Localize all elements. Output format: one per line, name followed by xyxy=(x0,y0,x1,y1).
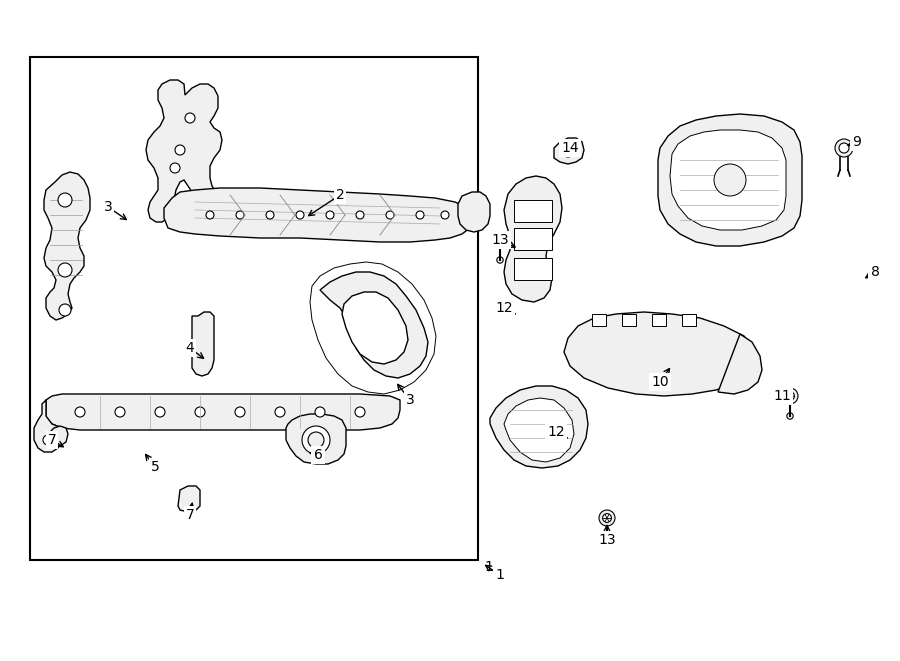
Polygon shape xyxy=(554,138,584,164)
Polygon shape xyxy=(34,400,62,452)
Text: 9: 9 xyxy=(852,135,861,149)
Text: 3: 3 xyxy=(406,393,414,407)
Text: 1: 1 xyxy=(496,568,504,582)
Circle shape xyxy=(835,139,853,157)
Circle shape xyxy=(302,426,330,454)
Circle shape xyxy=(786,391,795,401)
Polygon shape xyxy=(458,192,490,232)
Polygon shape xyxy=(164,188,472,242)
Bar xyxy=(514,258,552,280)
Polygon shape xyxy=(46,394,400,430)
Bar xyxy=(652,314,666,326)
Circle shape xyxy=(43,435,53,445)
Circle shape xyxy=(75,407,85,417)
Circle shape xyxy=(497,257,503,263)
Circle shape xyxy=(839,143,849,153)
Circle shape xyxy=(296,211,304,219)
Text: 13: 13 xyxy=(598,533,616,547)
Circle shape xyxy=(599,510,615,526)
Text: 13: 13 xyxy=(491,233,508,247)
Polygon shape xyxy=(504,176,562,302)
Circle shape xyxy=(416,211,424,219)
Circle shape xyxy=(236,211,244,219)
Text: 7: 7 xyxy=(185,508,194,522)
Text: 5: 5 xyxy=(150,460,159,474)
Circle shape xyxy=(308,432,324,448)
Circle shape xyxy=(195,407,205,417)
Circle shape xyxy=(356,211,364,219)
Circle shape xyxy=(563,147,573,157)
Circle shape xyxy=(185,113,195,123)
Polygon shape xyxy=(286,414,346,464)
Circle shape xyxy=(155,407,165,417)
Circle shape xyxy=(315,407,325,417)
Circle shape xyxy=(58,263,72,277)
Polygon shape xyxy=(658,114,802,246)
Circle shape xyxy=(714,164,746,196)
Circle shape xyxy=(492,232,508,248)
Circle shape xyxy=(206,211,214,219)
Circle shape xyxy=(115,407,125,417)
Text: 2: 2 xyxy=(336,188,345,202)
Polygon shape xyxy=(50,426,68,446)
Polygon shape xyxy=(146,80,222,222)
Text: 7: 7 xyxy=(48,433,57,447)
Circle shape xyxy=(782,388,798,404)
Text: 3: 3 xyxy=(104,200,112,214)
Circle shape xyxy=(175,145,185,155)
Circle shape xyxy=(170,163,180,173)
Circle shape xyxy=(496,235,504,245)
Bar xyxy=(514,200,552,222)
Polygon shape xyxy=(342,292,408,364)
Polygon shape xyxy=(320,272,428,378)
Circle shape xyxy=(604,535,610,541)
Bar xyxy=(514,228,552,250)
Polygon shape xyxy=(490,386,588,468)
Circle shape xyxy=(326,211,334,219)
Circle shape xyxy=(59,304,71,316)
Text: 8: 8 xyxy=(870,265,879,279)
Polygon shape xyxy=(44,172,90,320)
Circle shape xyxy=(386,211,394,219)
Circle shape xyxy=(235,407,245,417)
Text: 1: 1 xyxy=(484,560,493,574)
Text: 12: 12 xyxy=(547,425,565,439)
Circle shape xyxy=(275,407,285,417)
Polygon shape xyxy=(504,398,574,462)
Text: 11: 11 xyxy=(773,389,791,403)
Circle shape xyxy=(787,413,793,419)
Polygon shape xyxy=(564,312,754,396)
Polygon shape xyxy=(178,486,200,512)
Text: 6: 6 xyxy=(313,448,322,462)
Circle shape xyxy=(355,407,365,417)
Text: 14: 14 xyxy=(562,141,579,155)
Bar xyxy=(682,314,696,326)
Circle shape xyxy=(58,193,72,207)
Circle shape xyxy=(441,211,449,219)
Polygon shape xyxy=(192,312,214,376)
Bar xyxy=(30,57,478,560)
Text: 4: 4 xyxy=(185,341,194,355)
Polygon shape xyxy=(718,334,762,394)
Polygon shape xyxy=(670,130,786,230)
Circle shape xyxy=(266,211,274,219)
Circle shape xyxy=(603,514,611,522)
Bar xyxy=(622,314,636,326)
Text: 10: 10 xyxy=(652,375,669,389)
Text: 12: 12 xyxy=(495,301,513,315)
Bar xyxy=(592,314,606,326)
